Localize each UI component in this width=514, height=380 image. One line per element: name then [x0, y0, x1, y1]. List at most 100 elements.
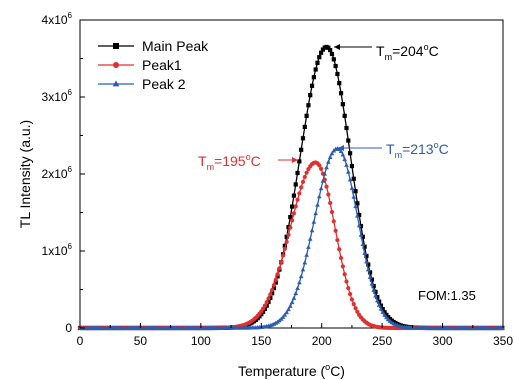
data-point: [293, 290, 299, 296]
y-tick-label: 4x106: [42, 11, 73, 27]
data-point: [300, 136, 306, 141]
data-point: [302, 260, 308, 265]
data-point: [349, 163, 355, 169]
data-point: [336, 146, 342, 151]
data-point: [268, 292, 273, 297]
x-tick-label: 150: [251, 334, 271, 348]
data-point: [307, 236, 313, 241]
data-point: [295, 197, 300, 202]
data-point: [311, 75, 316, 80]
data-point: [335, 237, 340, 243]
x-tick-label: 200: [312, 334, 332, 348]
peak-temperature-annotation: Tm=213oC: [338, 140, 449, 160]
data-point: [318, 186, 324, 191]
data-point: [362, 244, 367, 249]
data-point: [351, 302, 356, 307]
data-point: [280, 314, 286, 319]
data-point: [302, 124, 307, 129]
data-point: [348, 292, 353, 297]
data-point: [322, 171, 328, 176]
data-point: [380, 307, 385, 312]
data-point: [326, 192, 331, 197]
data-point: [337, 247, 342, 252]
data-point: [288, 214, 293, 220]
data-point: [275, 272, 280, 277]
data-point: [346, 286, 351, 291]
data-point: [338, 255, 344, 261]
data-point: [371, 287, 376, 292]
x-tick-label: 50: [134, 334, 148, 348]
x-axis-label: Temperature (oC): [238, 362, 345, 379]
y-tick-label: 1x106: [42, 242, 73, 258]
data-point: [299, 185, 304, 190]
data-point: [297, 159, 302, 164]
data-point: [347, 177, 353, 182]
data-point: [355, 201, 360, 206]
data-point: [262, 303, 268, 308]
data-point: [277, 266, 282, 271]
data-point: [295, 170, 300, 176]
x-tick-label: 300: [433, 334, 453, 348]
data-point: [342, 156, 347, 162]
data-point: [342, 272, 347, 277]
data-point: [326, 45, 331, 50]
data-point: [299, 147, 304, 152]
data-point: [264, 300, 269, 305]
data-point: [351, 176, 356, 181]
data-point: [360, 241, 366, 247]
data-point: [271, 286, 277, 291]
data-point: [331, 57, 336, 62]
data-point: [373, 293, 378, 298]
data-point: [353, 306, 358, 311]
data-point: [282, 246, 287, 251]
series-peak-2: [77, 146, 505, 330]
data-point: [349, 297, 355, 302]
data-point: [317, 163, 322, 168]
data-point: [313, 210, 318, 216]
data-point: [327, 154, 333, 159]
annotation-label: Tm=213oC: [386, 140, 449, 160]
data-point: [291, 295, 297, 300]
data-point: [333, 228, 338, 233]
data-point: [311, 219, 317, 224]
data-point: [293, 182, 298, 187]
data-point: [371, 283, 376, 289]
data-point: [300, 267, 306, 272]
data-point: [356, 223, 362, 228]
data-point: [355, 309, 360, 314]
data-point: [500, 325, 505, 330]
data-point: [340, 264, 345, 269]
data-point: [324, 184, 329, 189]
data-point: [286, 306, 291, 312]
data-point: [364, 259, 369, 264]
data-point: [331, 219, 336, 224]
data-point: [284, 234, 289, 239]
data-point: [358, 224, 364, 229]
data-point: [113, 62, 119, 68]
data-point: [349, 185, 355, 190]
data-point: [287, 303, 293, 308]
data-point: [328, 200, 333, 206]
data-point: [112, 80, 120, 87]
annotation-label: Tm=195oC: [198, 152, 261, 172]
data-point: [384, 312, 389, 317]
data-point: [366, 262, 371, 267]
data-point: [382, 312, 387, 317]
data-point: [308, 93, 313, 98]
legend-label: Peak1: [142, 57, 182, 73]
data-point: [286, 232, 291, 237]
data-point: [282, 243, 287, 248]
data-point: [291, 193, 297, 198]
data-point: [316, 194, 322, 199]
data-point: [342, 113, 347, 118]
data-point: [357, 212, 362, 218]
data-point: [353, 203, 358, 209]
annotation-arrowhead: [334, 44, 340, 50]
x-tick-label: 350: [493, 334, 513, 348]
data-point: [384, 314, 389, 320]
data-point: [355, 213, 360, 218]
data-point: [315, 60, 320, 65]
data-point: [304, 113, 309, 118]
data-point: [313, 67, 318, 72]
